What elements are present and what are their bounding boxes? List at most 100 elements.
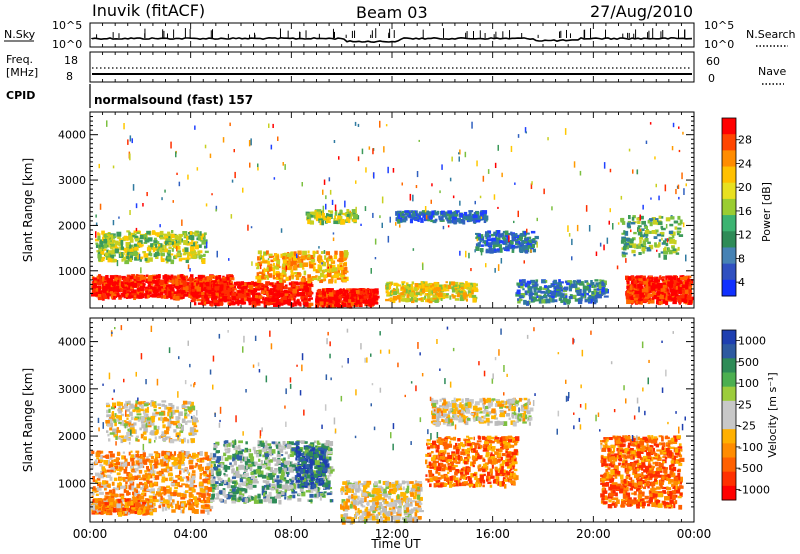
power-cell	[519, 295, 524, 298]
power-cell	[638, 237, 644, 240]
power-speck	[184, 233, 186, 237]
power-cell	[252, 295, 255, 300]
power-cell	[139, 275, 144, 280]
power-speck	[129, 135, 132, 142]
power-cell	[672, 290, 678, 295]
power-speck	[123, 123, 125, 130]
power-cell	[433, 281, 438, 285]
power-cell	[177, 237, 182, 240]
power-speck	[161, 197, 163, 201]
power-cell	[604, 288, 608, 292]
power-cell	[499, 244, 502, 248]
power-speck	[501, 172, 503, 178]
power-cell	[135, 274, 139, 279]
power-cell	[96, 294, 102, 297]
power-cell	[625, 296, 629, 300]
power-cell	[445, 293, 449, 296]
power-cell	[102, 237, 105, 242]
power-cell	[200, 278, 205, 282]
power-cell	[434, 298, 439, 303]
nsky-tick-low: 10^0	[52, 38, 82, 51]
power-cell	[400, 294, 406, 298]
power-cell	[270, 301, 273, 305]
power-cell	[657, 285, 663, 289]
power-cell	[273, 289, 278, 292]
power-cell	[672, 248, 677, 252]
power-cell	[320, 272, 324, 278]
power-cell	[221, 278, 227, 281]
power-speck	[650, 197, 652, 200]
power-speck	[517, 134, 520, 138]
power-speck	[322, 189, 324, 195]
power-cell	[576, 280, 581, 285]
power-cell	[164, 274, 168, 279]
power-cell	[453, 284, 458, 287]
power-speck	[459, 200, 461, 206]
power-cell	[264, 286, 269, 292]
power-cell	[338, 218, 341, 223]
power-speck	[142, 203, 144, 207]
power-cell	[338, 266, 342, 271]
power-cell	[635, 285, 640, 289]
power-cell	[241, 282, 247, 286]
power-cell	[631, 249, 636, 254]
freq-unit: [MHz]	[6, 66, 38, 79]
power-cell	[515, 294, 520, 297]
power-cell	[281, 269, 286, 275]
power-cell	[91, 284, 94, 287]
power-cell	[226, 276, 231, 281]
power-cell	[573, 295, 577, 298]
power-cell	[594, 294, 598, 300]
power-cell	[171, 230, 174, 234]
power-cell	[185, 259, 189, 264]
power-cell	[416, 284, 421, 289]
power-cell	[269, 295, 273, 299]
colorbar-segment	[722, 166, 736, 184]
power-cell	[211, 288, 215, 292]
power-cell	[348, 292, 352, 295]
power-cell	[544, 291, 548, 294]
power-speck	[277, 136, 279, 141]
power-cell	[654, 244, 660, 248]
power-cell	[652, 281, 657, 286]
power-cell	[282, 273, 287, 277]
power-speck	[129, 210, 131, 216]
power-cell	[229, 283, 233, 287]
power-cell	[102, 293, 105, 298]
power-cell	[483, 218, 487, 224]
power-cell	[642, 241, 647, 246]
colorbar-tick-label: 4	[738, 276, 745, 289]
power-cell	[286, 291, 291, 294]
power-cell	[107, 257, 112, 263]
power-cell	[323, 274, 328, 279]
power-cell	[179, 280, 183, 285]
power-speck	[678, 126, 680, 129]
power-cell	[493, 232, 497, 235]
power-cell	[183, 251, 186, 256]
power-cell	[629, 276, 634, 281]
power-cell	[428, 211, 431, 216]
power-cell	[197, 290, 203, 296]
power-cell	[401, 210, 407, 213]
power-cell	[207, 286, 212, 290]
power-cell	[580, 294, 583, 300]
power-cell	[240, 301, 245, 305]
velocity-cell	[186, 453, 190, 459]
power-cell	[513, 234, 516, 239]
power-speck	[530, 249, 532, 253]
power-cell	[672, 282, 676, 287]
power-cell	[193, 279, 198, 283]
power-cell	[186, 235, 189, 241]
power-cell	[477, 238, 481, 241]
power-cell	[483, 215, 489, 221]
power-cell	[303, 270, 307, 276]
power-cell	[679, 275, 684, 279]
power-cell	[211, 300, 215, 304]
power-cell	[429, 285, 433, 288]
power-cell	[297, 256, 301, 259]
colorbar-segment	[722, 134, 736, 151]
power-cell	[576, 291, 580, 294]
power-cell	[307, 250, 310, 254]
power-cell	[292, 251, 295, 257]
